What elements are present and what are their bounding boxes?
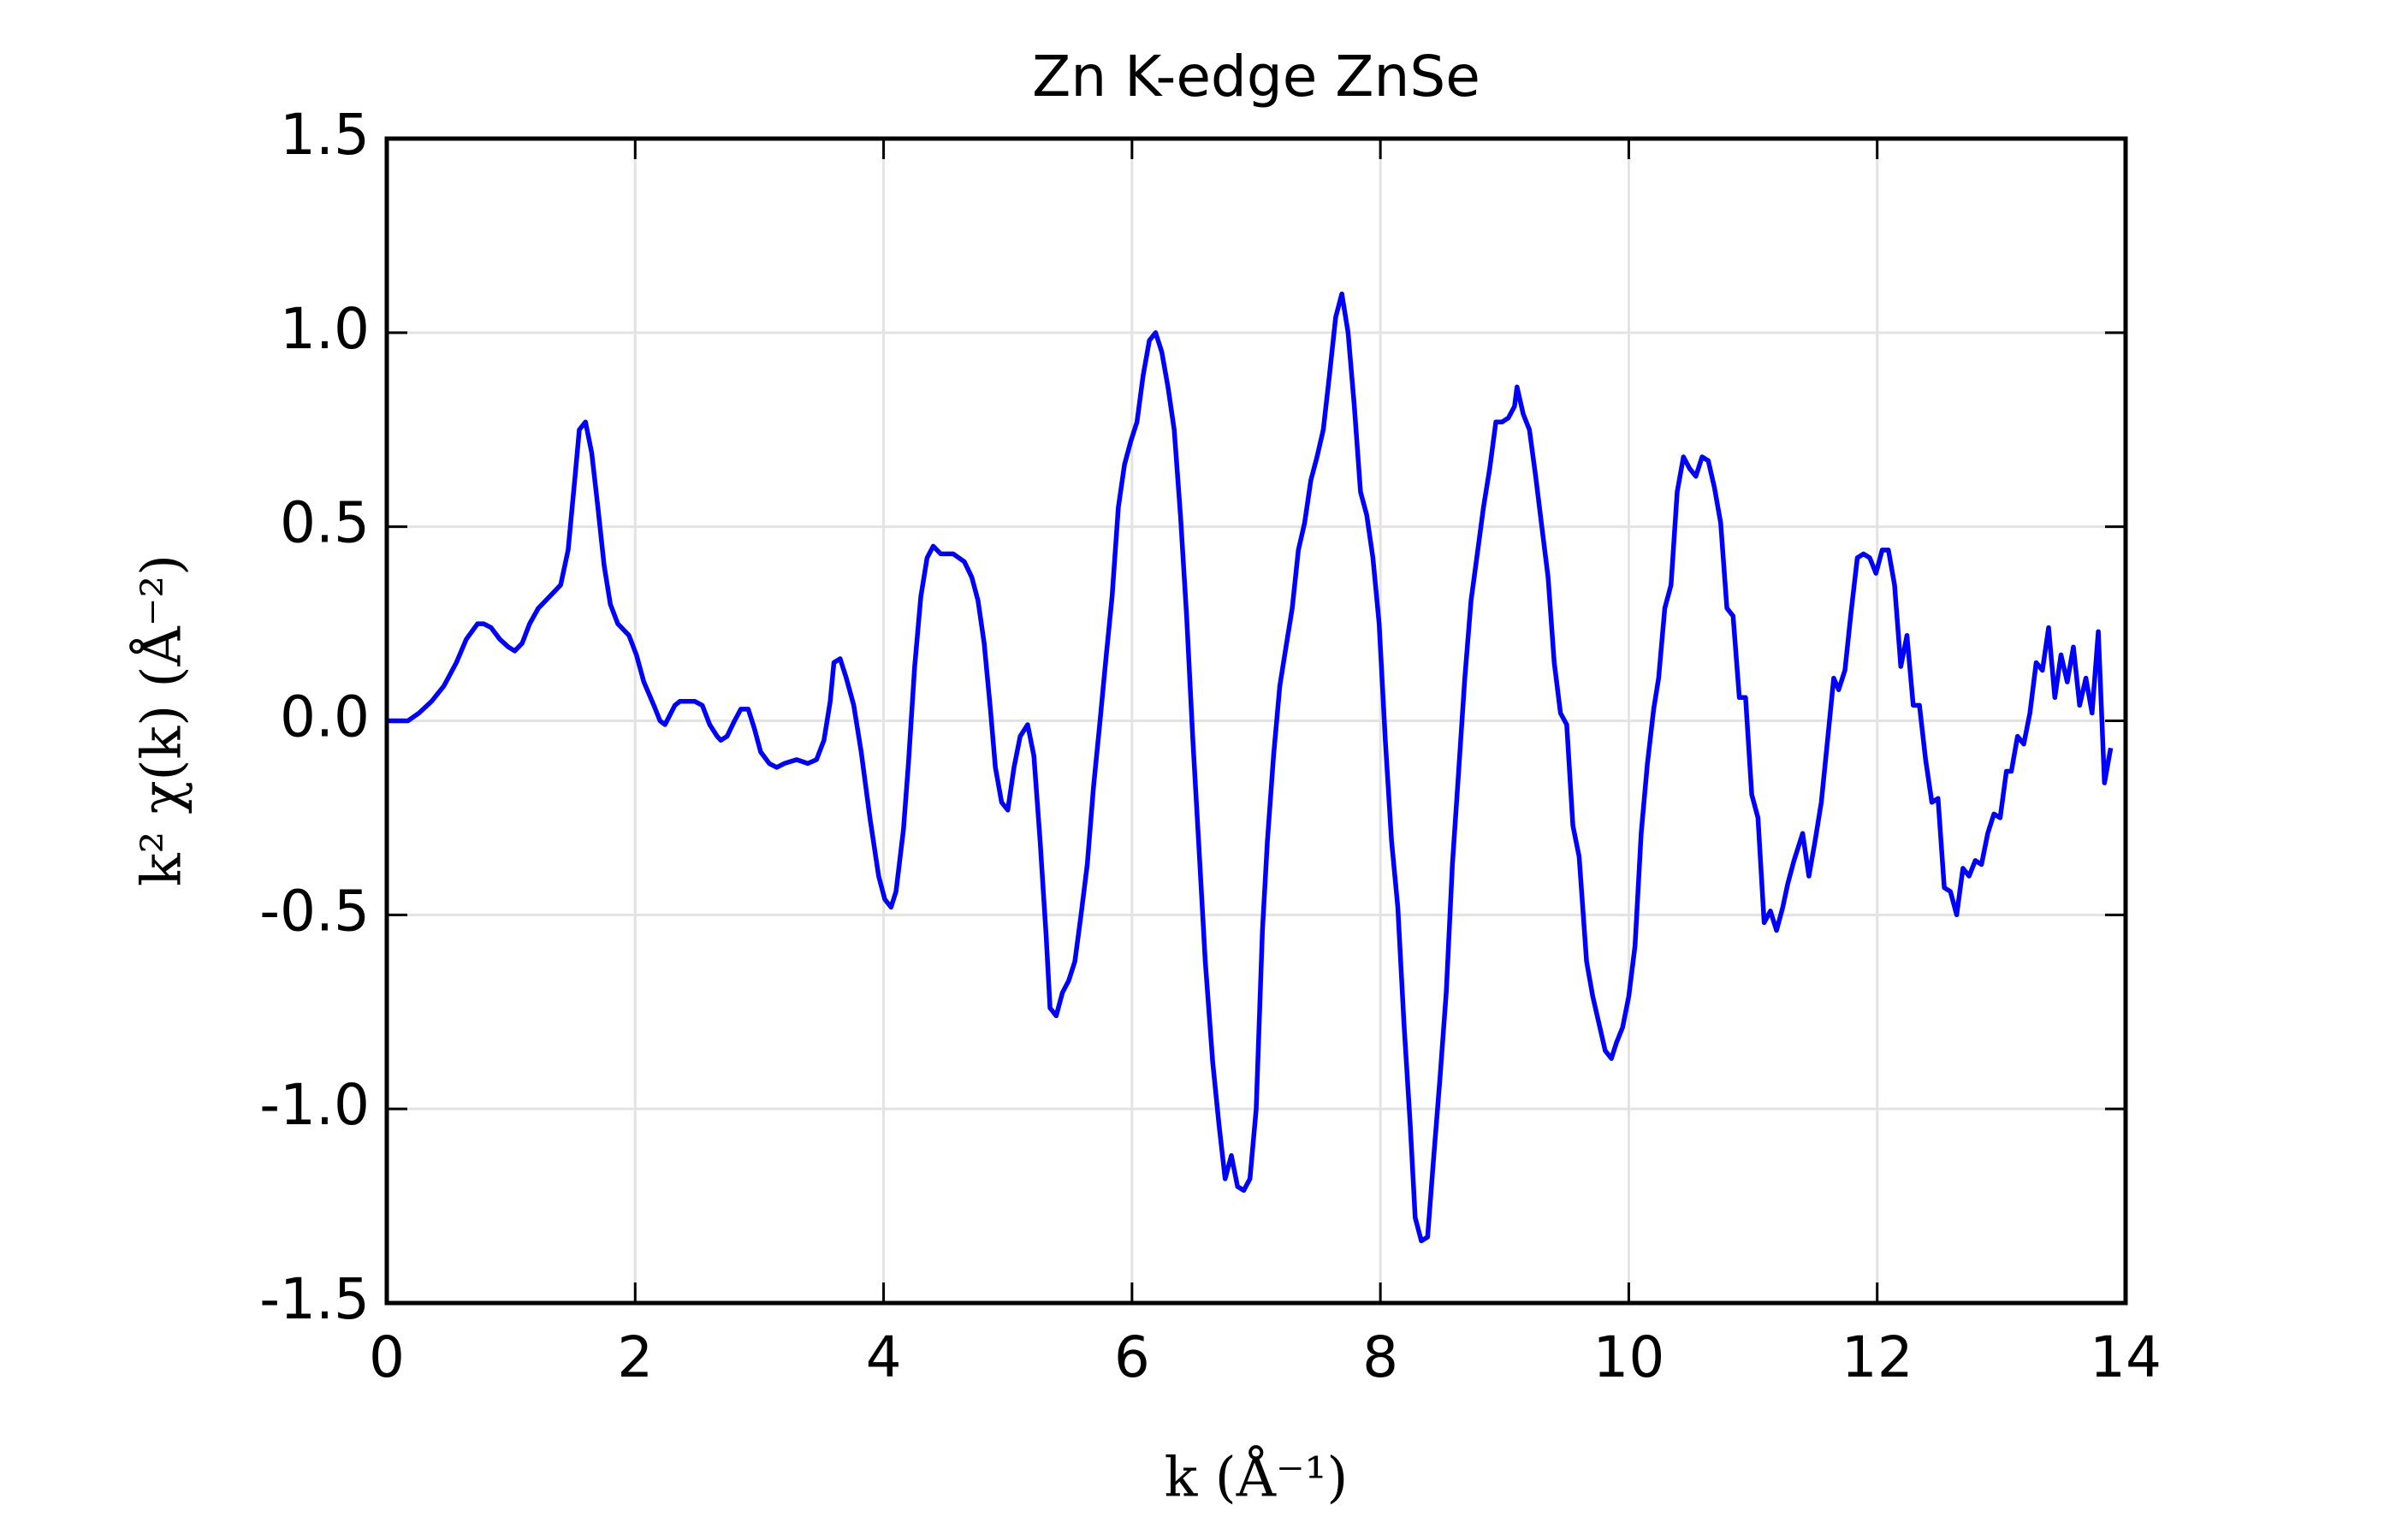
x-tick-label: 8 [1362,1324,1398,1390]
x-tick-label: 2 [617,1324,653,1390]
x-tick-label: 4 [866,1324,902,1390]
chart-title: Zn K-edge ZnSe [1032,44,1480,110]
x-tick-label: 14 [2090,1324,2162,1390]
plot-frame [384,136,2128,1306]
y-tick-label: 0.5 [280,490,370,556]
y-axis-label: k² χ(k) (Å⁻²) [130,554,194,886]
x-tick-label: 12 [1841,1324,1913,1390]
y-tick-label: -0.5 [259,878,370,944]
y-tick-label: -1.0 [259,1072,370,1138]
y-tick-label: 1.0 [280,296,370,362]
x-tick-label: 10 [1592,1324,1664,1390]
x-tick-label: 0 [369,1324,405,1390]
x-tick-label: 6 [1114,1324,1150,1390]
x-axis-label: k (Å⁻¹) [1165,1446,1349,1510]
y-tick-label: -1.5 [259,1266,370,1332]
data-line [387,291,2114,1244]
y-tick-label: 1.5 [280,102,370,168]
y-tick-label: 0.0 [280,684,370,750]
